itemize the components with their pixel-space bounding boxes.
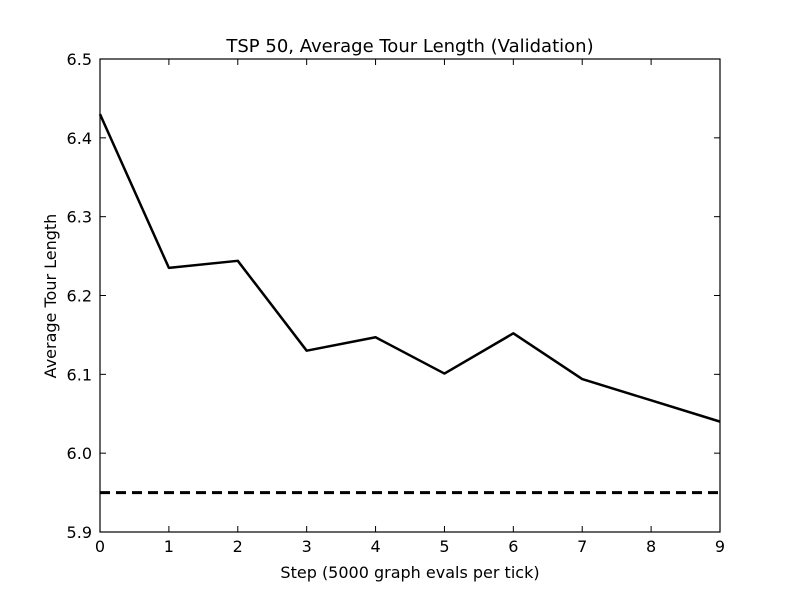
y-tick-label: 6.1 [67, 365, 92, 384]
x-tick-label: 0 [95, 537, 105, 556]
validation-series-line [98, 113, 721, 423]
y-tick-label: 6.2 [67, 287, 92, 306]
y-tick-label: 6.4 [67, 129, 92, 148]
x-tick-label: 9 [715, 537, 725, 556]
x-tick-label: 8 [646, 537, 656, 556]
plot-marks [98, 113, 721, 495]
x-tick-label: 1 [164, 537, 174, 556]
y-tick-label: 6.3 [67, 208, 92, 227]
y-tick-label: 6.0 [67, 444, 92, 463]
x-tick-label: 3 [302, 537, 312, 556]
x-tick-label: 2 [233, 537, 243, 556]
axis-ticks: 0 1 2 3 4 5 6 7 8 9 5.9 6.0 6.1 6.2 6.3 6.4 6.5 [67, 50, 726, 556]
x-tick-label: 7 [577, 537, 587, 556]
x-tick-label: 5 [439, 537, 449, 556]
x-tick-label: 4 [370, 537, 380, 556]
y-tick-label: 5.9 [67, 523, 92, 542]
plot-frame [99, 58, 721, 533]
chart-title: TSP 50, Average Tour Length (Validation) [225, 36, 593, 57]
y-axis-label: Average Tour Length [41, 214, 60, 379]
y-tick-label: 6.5 [67, 50, 92, 69]
x-axis-label: Step (5000 graph evals per tick) [280, 563, 539, 582]
x-tick-label: 6 [508, 537, 518, 556]
